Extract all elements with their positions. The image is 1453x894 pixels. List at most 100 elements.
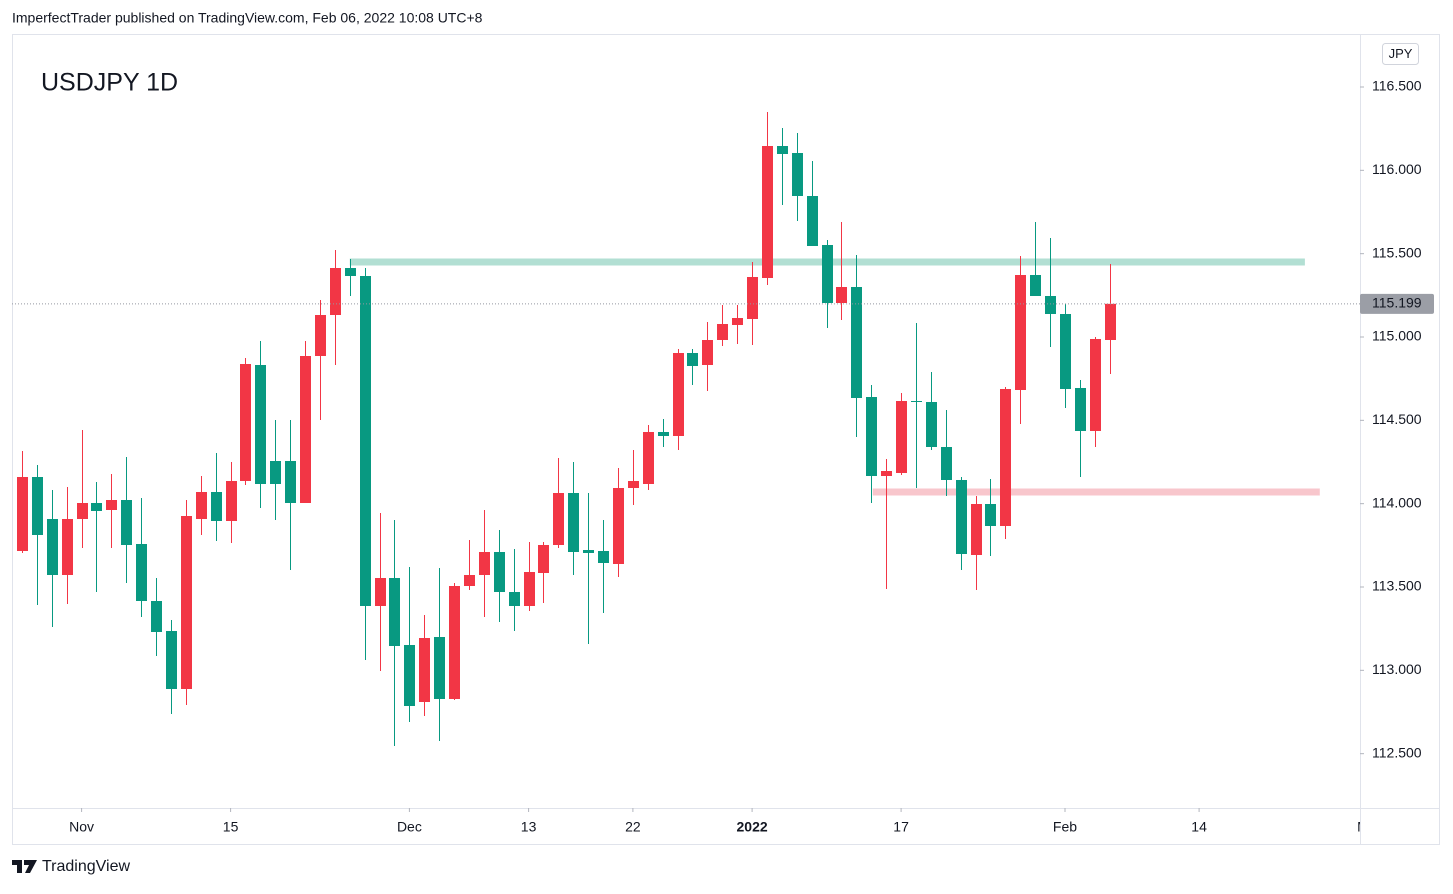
x-tick-label: 2022	[737, 819, 768, 835]
candle-body	[956, 480, 967, 554]
candle-body	[121, 500, 132, 545]
candle-body	[91, 503, 102, 511]
candle-body	[1000, 389, 1011, 526]
candle-body	[1030, 275, 1041, 296]
footer-logo	[12, 860, 37, 873]
candle-body	[196, 492, 207, 519]
candle-body	[47, 519, 58, 575]
candle-body	[1105, 303, 1116, 340]
candle-body	[1060, 314, 1071, 389]
candle-body	[926, 402, 937, 447]
candle-body	[747, 277, 758, 319]
candle-body	[330, 268, 341, 315]
candle-body	[881, 471, 892, 476]
x-tick-label: Feb	[1053, 819, 1077, 835]
candle-body	[866, 397, 877, 476]
footer-brand: TradingView	[42, 858, 130, 875]
candle-body	[315, 315, 326, 356]
price-zone	[872, 488, 1320, 496]
last-price-label: 115.199	[1372, 295, 1422, 311]
candle-body	[464, 575, 475, 586]
candle-body	[836, 287, 847, 303]
logo-mark	[12, 860, 37, 873]
candle-body	[762, 146, 773, 278]
x-tick-label: 15	[223, 819, 239, 835]
candle-body	[568, 493, 579, 552]
candle-body	[687, 353, 698, 366]
candle-body	[240, 364, 251, 481]
y-tick-label: 112.500	[1372, 744, 1422, 760]
candle-body	[181, 516, 192, 689]
x-tick-label: Dec	[397, 819, 422, 835]
candle-body	[583, 550, 594, 553]
plot-area	[12, 112, 1360, 746]
candle-body	[777, 146, 788, 154]
candle-body	[389, 578, 400, 646]
candle-body	[434, 637, 445, 699]
y-tick-label: 115.500	[1372, 244, 1422, 260]
candle-body	[732, 318, 743, 325]
price-axis: 112.500 113.000 113.500 114.000 114.500 115.0…	[1360, 78, 1434, 760]
y-tick-label: 114.000	[1372, 494, 1422, 510]
candle-body	[151, 601, 162, 632]
candle-body	[62, 519, 73, 575]
candle-body	[494, 552, 505, 592]
y-tick-label: 116.500	[1372, 78, 1422, 94]
candle-body	[717, 324, 728, 340]
candle-body	[77, 503, 88, 519]
candle-body	[1045, 296, 1056, 314]
y-tick-label: 116.000	[1372, 161, 1422, 177]
candle-body	[1075, 388, 1086, 431]
candle-body	[509, 592, 520, 606]
candle-body	[792, 153, 803, 196]
candle-body	[300, 356, 311, 503]
time-axis: Nov 15 Dec 13 22 2022 17 Feb 14 M	[69, 808, 1369, 835]
candle-body	[702, 340, 713, 365]
y-tick-label: 113.000	[1372, 661, 1422, 677]
candle-body	[985, 504, 996, 526]
last-price-badge	[1360, 293, 1434, 314]
candle-body	[598, 551, 609, 563]
x-tick-label: 17	[893, 819, 909, 835]
candle-body	[17, 477, 28, 551]
candle-body	[404, 645, 415, 706]
candle-body	[270, 461, 281, 484]
candle-body	[896, 401, 907, 473]
x-tick-label: M	[1357, 819, 1369, 835]
candle-body	[524, 572, 535, 606]
candle-body	[613, 488, 624, 564]
candle-body	[643, 432, 654, 484]
candle-body	[1015, 275, 1026, 390]
x-tick-label: 22	[625, 819, 641, 835]
x-tick-label: 14	[1191, 819, 1207, 835]
candle-body	[375, 578, 386, 606]
candle-body	[941, 447, 952, 480]
candle-body	[1090, 339, 1101, 431]
candle-body	[673, 353, 684, 436]
publisher-line: ImperfectTrader published on TradingView…	[12, 10, 483, 26]
y-tick-label: 115.000	[1372, 328, 1422, 344]
chart-frame	[12, 34, 1440, 845]
y-tick-label: 114.500	[1372, 411, 1422, 427]
y-tick-label: 113.500	[1372, 578, 1422, 594]
x-tick-label: 13	[521, 819, 537, 835]
candle-body	[822, 245, 833, 303]
candle-body	[360, 276, 371, 606]
candle-body	[628, 481, 639, 488]
candle-body	[658, 432, 669, 436]
candle-body	[971, 504, 982, 555]
candle-body	[106, 500, 117, 510]
currency-label: JPY	[1389, 46, 1413, 61]
currency-badge[interactable]	[1382, 43, 1419, 65]
x-tick-label: Nov	[69, 819, 94, 835]
candle-body	[32, 477, 43, 535]
candle-body	[807, 196, 818, 246]
candle-body	[255, 365, 266, 484]
candle-body	[449, 586, 460, 699]
candle-body	[211, 492, 222, 521]
candle-body	[851, 287, 862, 398]
candle-body	[479, 552, 490, 575]
candle-body	[136, 544, 147, 601]
